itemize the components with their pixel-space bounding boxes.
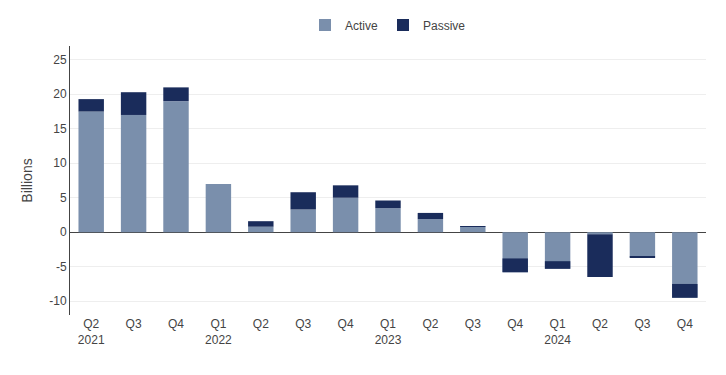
svg-text:Passive: Passive <box>423 19 465 33</box>
svg-text:Q3: Q3 <box>126 317 142 331</box>
svg-text:10: 10 <box>53 156 67 170</box>
svg-text:-5: -5 <box>56 260 67 274</box>
svg-text:Q12023: Q12023 <box>375 317 402 347</box>
svg-text:Q3: Q3 <box>465 317 481 331</box>
svg-text:25: 25 <box>53 53 67 67</box>
svg-text:Q12024: Q12024 <box>544 317 571 347</box>
svg-text:0: 0 <box>60 225 67 239</box>
svg-text:Q3: Q3 <box>634 317 650 331</box>
svg-text:Q4: Q4 <box>507 317 523 331</box>
svg-text:Q2: Q2 <box>422 317 438 331</box>
svg-text:Q4: Q4 <box>168 317 184 331</box>
svg-text:Q12022: Q12022 <box>205 317 232 347</box>
svg-text:Q4: Q4 <box>677 317 693 331</box>
svg-text:Q22021: Q22021 <box>78 317 105 347</box>
svg-text:Active: Active <box>345 19 378 33</box>
svg-text:Q2: Q2 <box>253 317 269 331</box>
svg-text:Billions: Billions <box>19 158 35 202</box>
svg-text:15: 15 <box>53 122 67 136</box>
svg-text:Q4: Q4 <box>338 317 354 331</box>
svg-text:Q2: Q2 <box>592 317 608 331</box>
svg-text:-10: -10 <box>49 294 67 308</box>
svg-text:20: 20 <box>53 87 67 101</box>
svg-text:5: 5 <box>60 191 67 205</box>
svg-text:Q3: Q3 <box>295 317 311 331</box>
